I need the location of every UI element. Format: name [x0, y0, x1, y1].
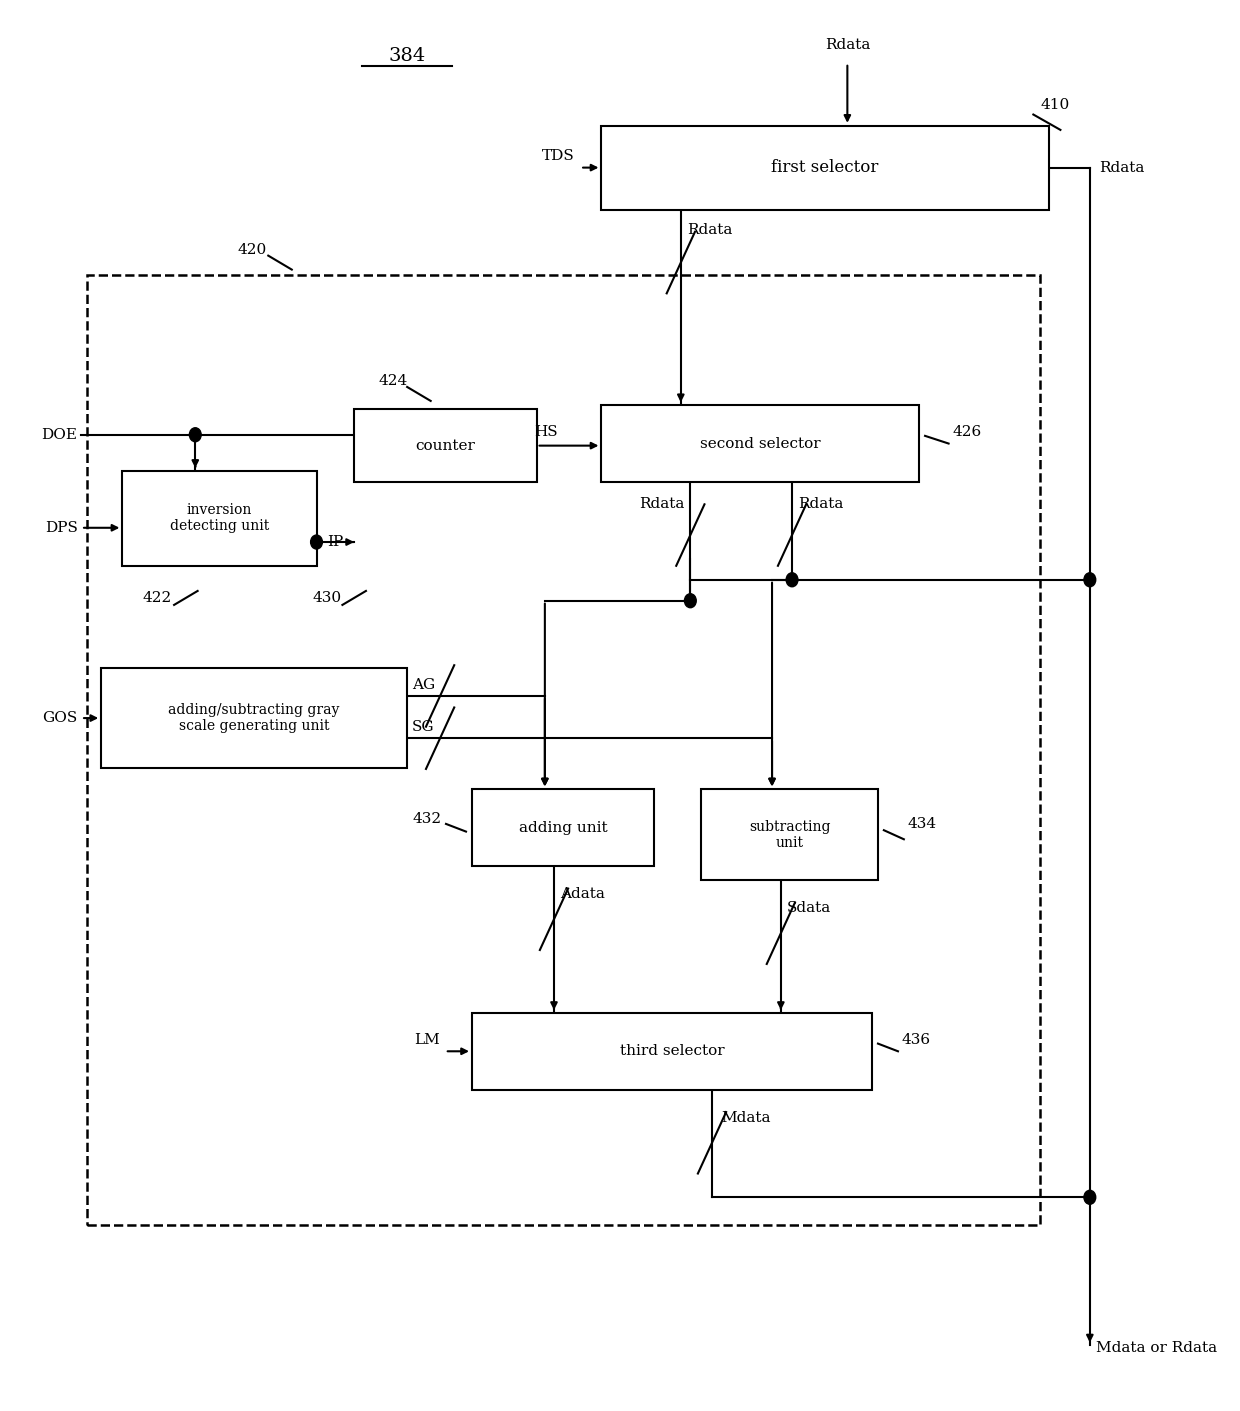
Text: third selector: third selector [620, 1044, 724, 1058]
Text: adding unit: adding unit [518, 821, 608, 835]
Bar [601, 405, 919, 483]
Circle shape [311, 535, 322, 549]
Bar [601, 126, 1049, 209]
Text: LM: LM [414, 1033, 440, 1047]
Bar [472, 1013, 872, 1089]
Text: 424: 424 [378, 374, 408, 388]
Text: 430: 430 [312, 591, 342, 605]
Text: 422: 422 [143, 591, 172, 605]
Bar [123, 471, 316, 566]
Text: Adata: Adata [560, 888, 605, 902]
Bar [355, 409, 537, 483]
Text: HS: HS [534, 425, 558, 439]
Text: AG: AG [412, 677, 435, 691]
Bar [102, 667, 407, 769]
Text: DOE: DOE [42, 428, 78, 442]
Circle shape [190, 428, 201, 442]
Text: GOS: GOS [42, 711, 78, 725]
Circle shape [786, 573, 797, 587]
Text: Mdata: Mdata [722, 1110, 771, 1125]
Bar [87, 275, 1040, 1225]
Text: 410: 410 [1040, 97, 1070, 111]
Text: SG: SG [412, 720, 434, 734]
Text: subtracting
unit: subtracting unit [749, 820, 831, 849]
Text: 384: 384 [388, 47, 425, 65]
Text: TDS: TDS [542, 150, 574, 164]
Text: 434: 434 [908, 817, 936, 831]
Text: Sdata: Sdata [786, 902, 831, 916]
Text: DPS: DPS [45, 521, 78, 535]
Text: second selector: second selector [699, 436, 821, 450]
Circle shape [1084, 573, 1096, 587]
Text: Rdata: Rdata [797, 497, 843, 511]
Text: adding/subtracting gray
scale generating unit: adding/subtracting gray scale generating… [169, 703, 340, 734]
Bar [472, 789, 655, 866]
Text: first selector: first selector [771, 159, 879, 176]
Text: Rdata: Rdata [1099, 161, 1145, 175]
Text: 436: 436 [901, 1033, 931, 1047]
Text: Mdata or Rdata: Mdata or Rdata [1096, 1342, 1216, 1355]
Text: Rdata: Rdata [825, 38, 870, 52]
Text: inversion
detecting unit: inversion detecting unit [170, 504, 269, 533]
Text: IP: IP [327, 535, 343, 549]
Text: Rdata: Rdata [639, 497, 684, 511]
Circle shape [684, 594, 696, 608]
Bar [702, 789, 878, 880]
Text: 420: 420 [237, 243, 267, 257]
Text: counter: counter [415, 439, 475, 453]
Text: 432: 432 [412, 811, 441, 825]
Circle shape [1084, 1191, 1096, 1204]
Text: 426: 426 [952, 425, 981, 439]
Text: Rdata: Rdata [687, 223, 732, 237]
